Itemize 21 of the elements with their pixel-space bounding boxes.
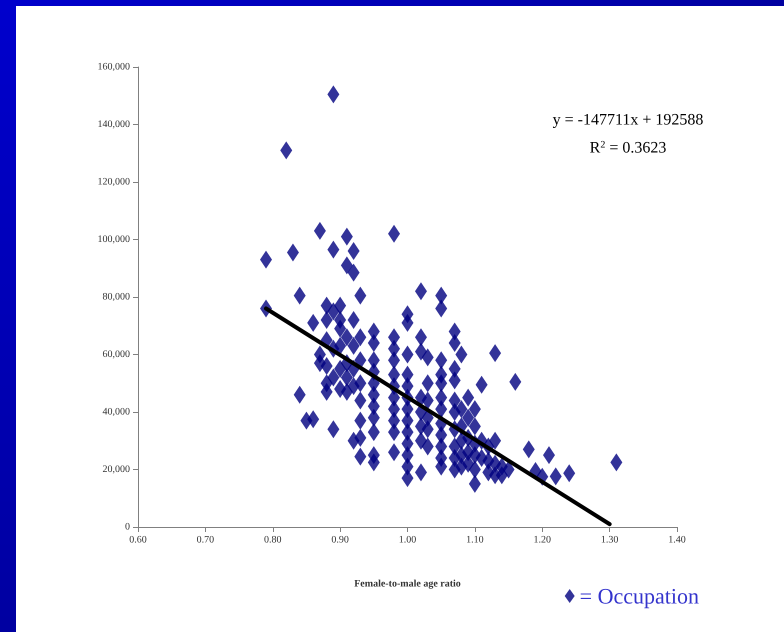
y-tick-label: 120,000 — [98, 176, 130, 188]
x-tick-label: 1.30 — [600, 534, 618, 546]
x-tick-label: 1.10 — [466, 534, 484, 546]
y-tick-label: 60,000 — [102, 349, 130, 360]
y-tick-label: 100,000 — [98, 234, 130, 245]
x-tick-label: 0.70 — [196, 534, 214, 546]
y-tick-label: 40,000 — [102, 406, 130, 418]
y-tick-label: 140,000 — [98, 119, 130, 130]
y-tick-label: 80,000 — [102, 292, 130, 302]
x-tick-label: 0.90 — [331, 534, 349, 546]
y-tick-label: 0 — [125, 522, 130, 532]
x-tick-label: 0.60 — [129, 534, 147, 546]
x-axis-title: Female-to-male age ratio — [354, 578, 461, 590]
annotation: y = -147711x + 192588 — [552, 112, 704, 128]
x-tick-label: 1.40 — [668, 534, 686, 546]
y-tick-label: 160,000 — [98, 62, 130, 72]
legend-label: = Occupation — [580, 584, 700, 608]
y-tick-label: 20,000 — [102, 464, 130, 475]
x-tick-label: 0.80 — [264, 534, 282, 546]
x-tick-label: 1.00 — [398, 534, 416, 546]
x-tick-label: 1.20 — [534, 534, 551, 546]
